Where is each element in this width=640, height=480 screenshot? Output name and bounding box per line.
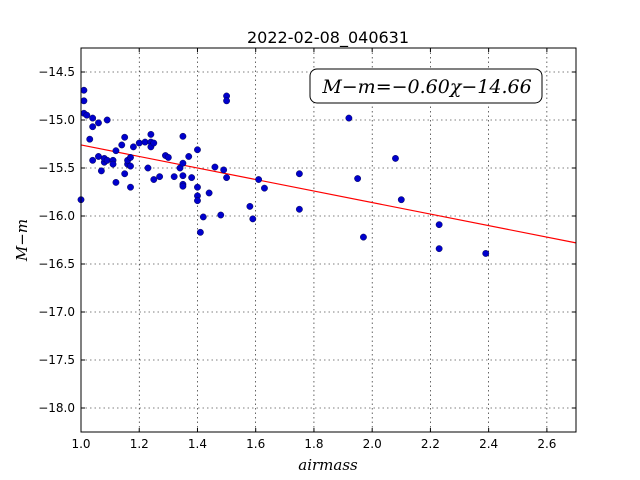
data-points [77, 86, 490, 257]
x-axis-label: airmass [298, 456, 358, 474]
data-point [109, 160, 117, 168]
data-point [179, 132, 187, 140]
data-point [249, 215, 257, 223]
chart-title: 2022-02-08_040631 [247, 28, 409, 48]
data-point [255, 176, 263, 183]
data-point [135, 139, 143, 147]
x-tick-label: 2.2 [421, 437, 440, 451]
data-point [103, 116, 111, 124]
data-point [89, 156, 97, 164]
data-point [121, 170, 129, 178]
data-point [80, 86, 88, 94]
x-tick-label: 2.4 [479, 437, 498, 451]
data-point [397, 196, 405, 204]
data-point [360, 233, 367, 241]
data-point [179, 182, 187, 190]
data-point [127, 183, 134, 191]
data-point [164, 154, 172, 161]
data-point [188, 174, 196, 182]
data-point [295, 170, 303, 178]
data-point [194, 146, 201, 154]
data-point [205, 189, 213, 197]
fit-equation-annotation: M−m=−0.60χ−14.66 [321, 76, 531, 98]
x-tick-label: 2.0 [363, 437, 382, 451]
x-tick-label: 2.6 [537, 437, 556, 451]
data-point [194, 197, 201, 205]
data-point [196, 228, 204, 236]
data-point [345, 114, 353, 122]
data-point [217, 211, 225, 219]
data-point [295, 205, 303, 213]
fit-line-layer [80, 144, 577, 244]
data-point [150, 176, 158, 183]
data-point [141, 138, 149, 146]
data-point [95, 119, 102, 127]
data-point [83, 111, 91, 119]
data-point [103, 156, 111, 164]
data-point [80, 97, 88, 105]
data-point [150, 139, 158, 147]
data-point [220, 166, 228, 174]
y-tick-label: −15.5 [38, 161, 75, 175]
x-tick-labels: 1.0 1.2 1.4 1.6 1.8 2.0 2.2 2.4 2.6 [71, 437, 556, 451]
fit-line [80, 144, 577, 244]
data-point [354, 175, 362, 182]
y-axis-label: M−m [13, 219, 31, 262]
plot-border [80, 47, 577, 433]
data-point [86, 135, 94, 143]
y-tick-label: −17.0 [38, 305, 75, 319]
data-point [89, 123, 97, 131]
data-point [127, 162, 134, 170]
data-point [211, 163, 219, 171]
y-tick-label: −16.0 [38, 209, 75, 223]
data-point [199, 213, 207, 221]
y-tick-label: −17.5 [38, 353, 75, 367]
x-tick-label: 1.4 [188, 437, 207, 451]
data-point [118, 141, 126, 149]
x-tick-label: 1.0 [71, 437, 90, 451]
data-point [144, 164, 152, 172]
data-point [156, 173, 164, 181]
data-point [121, 133, 129, 141]
data-point [435, 245, 443, 253]
data-point [194, 183, 201, 191]
y-tick-label: −14.5 [38, 65, 75, 79]
y-tick-labels: −14.5 −15.0 −15.5 −16.0 −16.5 −17.0 −17.5 −18.0 [38, 65, 75, 415]
data-point [127, 154, 134, 161]
grid [80, 48, 576, 432]
data-point [246, 202, 254, 210]
data-point [97, 167, 105, 175]
data-point [482, 250, 490, 257]
data-point [179, 172, 187, 180]
y-tick-label: −15.0 [38, 113, 75, 127]
x-tick-label: 1.8 [304, 437, 323, 451]
data-point [223, 174, 230, 182]
axis-ticks [80, 48, 576, 432]
y-tick-label: −16.5 [38, 257, 75, 271]
y-tick-label: −18.0 [38, 401, 75, 415]
data-point [261, 184, 268, 192]
data-point [179, 159, 187, 167]
data-point [147, 130, 155, 138]
plot-area [81, 48, 576, 432]
data-point [112, 147, 120, 155]
data-point [95, 153, 102, 160]
data-point [130, 143, 137, 151]
x-tick-label: 1.2 [130, 437, 149, 451]
data-point [223, 97, 230, 105]
x-tick-label: 1.6 [246, 437, 265, 451]
data-point [185, 153, 193, 160]
data-point [89, 114, 97, 122]
annotation-box [309, 68, 543, 104]
data-point [170, 173, 178, 181]
data-point [112, 178, 120, 186]
data-point [392, 154, 399, 162]
data-point [435, 221, 443, 229]
